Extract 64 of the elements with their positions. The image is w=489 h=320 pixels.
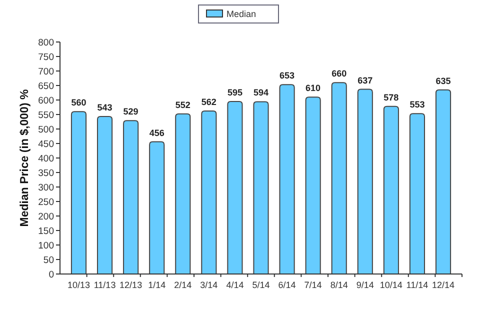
y-tick-label: 100 <box>38 240 54 252</box>
x-tick-label: 10/13 <box>67 280 90 290</box>
x-tick-label: 10/14 <box>380 280 402 290</box>
data-label: 653 <box>280 70 295 81</box>
x-tick-label: 11/14 <box>406 280 428 290</box>
x-tick-label: 6/14 <box>278 280 296 290</box>
y-tick-label: 550 <box>38 110 54 121</box>
y-tick-label: 0 <box>48 270 54 280</box>
x-tick-label: 12/13 <box>120 280 142 290</box>
data-label: 529 <box>123 106 138 117</box>
y-tick-label: 800 <box>38 38 54 48</box>
data-label: 543 <box>97 102 112 113</box>
y-tick-label: 300 <box>38 182 54 194</box>
bar <box>227 100 243 274</box>
data-label: 595 <box>227 87 242 98</box>
x-tick-label: 11/13 <box>94 280 116 290</box>
bar <box>149 141 165 274</box>
bar <box>201 110 217 274</box>
y-tick-label: 500 <box>38 124 54 136</box>
y-tick-label: 450 <box>38 139 54 150</box>
bar <box>175 113 191 274</box>
y-tick-label: 200 <box>38 212 54 222</box>
x-tick-label: 5/14 <box>252 280 270 290</box>
bar <box>409 113 426 274</box>
data-label: 660 <box>332 68 347 79</box>
bar <box>70 111 87 274</box>
bar <box>123 120 139 274</box>
bar <box>253 101 269 274</box>
data-label: 456 <box>149 128 164 138</box>
data-label: 552 <box>175 100 190 110</box>
data-label: 578 <box>384 92 399 102</box>
y-tick-label: 250 <box>38 197 54 208</box>
data-label: 635 <box>436 76 451 86</box>
x-tick-label: 4/14 <box>226 280 244 290</box>
x-tick-label: 2/14 <box>174 280 192 290</box>
data-label: 560 <box>71 98 86 108</box>
x-tick-label: 7/14 <box>304 280 322 290</box>
x-tick-label: 3/14 <box>200 280 218 290</box>
data-label: 562 <box>201 97 216 108</box>
bar <box>96 116 113 274</box>
y-tick-label: 400 <box>38 154 54 164</box>
y-tick-label: 600 <box>38 96 54 106</box>
y-tick-label: 50 <box>43 255 54 266</box>
y-tick-label: 650 <box>38 81 54 92</box>
bar <box>279 84 295 274</box>
x-tick-label: 9/14 <box>356 280 374 290</box>
y-tick-label: 150 <box>38 226 54 237</box>
data-label: 594 <box>253 88 269 98</box>
legend-label: Median <box>226 9 256 19</box>
y-tick-label: 750 <box>38 52 54 63</box>
y-tick-label: 700 <box>38 66 54 78</box>
x-tick-label: 1/14 <box>148 280 166 290</box>
bar <box>383 106 399 274</box>
y-tick-label: 350 <box>38 168 54 179</box>
data-label: 610 <box>306 83 321 94</box>
data-label: 553 <box>410 100 425 110</box>
y-axis-title: Median Price (in $,000) % <box>19 89 31 227</box>
data-label: 637 <box>358 75 373 86</box>
x-tick-label: 12/14 <box>432 280 455 290</box>
bar <box>357 88 373 274</box>
bar <box>435 89 452 274</box>
bar <box>305 96 321 274</box>
x-tick-label: 8/14 <box>330 280 348 290</box>
bar <box>331 82 347 274</box>
